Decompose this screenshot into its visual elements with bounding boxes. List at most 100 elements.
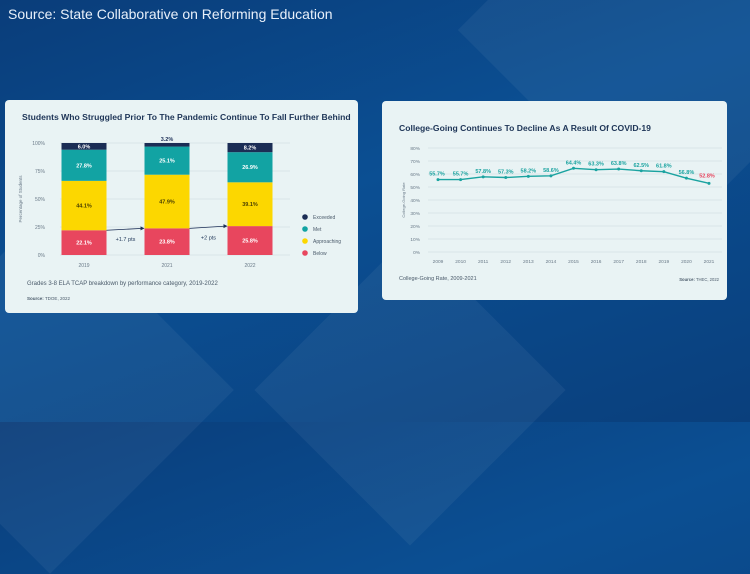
x-tick-label: 2012 xyxy=(500,259,511,265)
data-label: 63.3% xyxy=(588,162,604,168)
x-tick-label: 2017 xyxy=(613,259,624,265)
data-label: 56.8% xyxy=(679,170,695,176)
x-tick-label: 2011 xyxy=(478,259,489,265)
chart-caption: College-Going Rate, 2009-2021 xyxy=(399,276,477,282)
change-arrow xyxy=(106,227,143,231)
y-tick-label: 75% xyxy=(35,169,46,175)
x-tick-label: 2009 xyxy=(433,259,444,265)
chart-source: Source: TDOE, 2022 xyxy=(27,296,70,301)
bar-segment-met xyxy=(227,152,273,183)
data-point xyxy=(594,168,598,172)
x-tick-label: 2016 xyxy=(591,259,602,265)
legend-label: Met xyxy=(313,227,322,233)
chart-caption: Grades 3-8 ELA TCAP breakdown by perform… xyxy=(27,281,218,287)
y-tick-label: 50% xyxy=(35,197,46,203)
legend-label: Exceeded xyxy=(313,215,335,221)
change-arrow xyxy=(189,225,226,229)
x-tick-label: 2014 xyxy=(546,259,557,265)
bar-segment-exceeded xyxy=(61,143,107,150)
bar-chart-svg: 0% 25% 50% 75% 100% Percentage of Students 22.… xyxy=(18,137,341,269)
bar-segment-exceeded xyxy=(144,143,190,147)
bar-segment-approaching xyxy=(227,182,273,227)
data-label: 3.2% xyxy=(161,137,174,143)
chart-source: Source: THEC, 2022 xyxy=(679,277,719,282)
change-annotation: +2 pts xyxy=(201,235,216,241)
legend-marker-exceeded xyxy=(302,214,308,220)
data-point xyxy=(549,174,553,178)
data-label: 25.8% xyxy=(242,239,258,245)
y-axis-label: Percentage of Students xyxy=(18,175,23,223)
data-point xyxy=(662,170,666,174)
chart-title: Students Who Struggled Prior To The Pand… xyxy=(22,112,351,122)
y-tick-label: 80% xyxy=(410,146,420,152)
x-tick-label: 2018 xyxy=(636,259,647,265)
source-value: THEC, 2022 xyxy=(695,277,719,282)
line-chart-svg: 0% 10% 20% 30% 40% 50% 60% 70% 80% College-Going … xyxy=(401,146,722,265)
x-tick-label: 2021 xyxy=(161,263,172,269)
data-label: 61.8% xyxy=(656,164,672,170)
source-label: Source: xyxy=(679,277,695,282)
bar-segment-met xyxy=(61,149,107,181)
data-label: 44.1% xyxy=(76,204,92,210)
bar-segment-approaching xyxy=(144,174,190,229)
data-point xyxy=(481,175,485,179)
stacked-bar-chart-card: Students Who Struggled Prior To The Pand… xyxy=(5,100,358,313)
y-tick-label: 40% xyxy=(410,198,420,204)
data-label: 22.1% xyxy=(76,241,92,247)
data-label: 47.9% xyxy=(159,200,175,206)
data-point xyxy=(572,166,575,170)
data-label: 62.5% xyxy=(633,163,649,169)
y-tick-label: 25% xyxy=(35,225,46,231)
y-tick-label: 0% xyxy=(413,250,421,256)
legend-marker-met xyxy=(302,226,308,232)
bar-segment-below xyxy=(144,228,190,255)
data-label: 39.1% xyxy=(242,202,258,208)
change-annotation: +1.7 pts xyxy=(116,237,136,243)
x-tick-label: 2010 xyxy=(455,259,466,265)
data-label: 64.4% xyxy=(566,160,582,166)
x-tick-label: 2019 xyxy=(78,263,89,269)
bar-segment-below xyxy=(227,226,273,255)
x-tick-label: 2021 xyxy=(704,259,715,265)
data-label: 27.8% xyxy=(76,163,92,169)
data-label: 8.2% xyxy=(244,146,257,152)
data-point xyxy=(526,174,530,178)
data-label: 6.0% xyxy=(78,144,91,150)
y-tick-label: 30% xyxy=(410,211,420,217)
data-label: 57.8% xyxy=(475,169,491,175)
data-label: 23.8% xyxy=(159,240,175,246)
legend-marker-approaching xyxy=(302,238,308,244)
x-tick-label: 2013 xyxy=(523,259,534,265)
chart-title: College-Going Continues To Decline As A … xyxy=(399,123,651,133)
y-tick-label: 10% xyxy=(410,237,420,243)
x-tick-label: 2022 xyxy=(244,263,255,269)
arrow-head-icon xyxy=(140,226,145,231)
x-tick-label: 2019 xyxy=(658,259,669,265)
data-point xyxy=(459,178,463,182)
source-value: TDOE, 2022 xyxy=(44,296,70,301)
bar-segment-approaching xyxy=(61,180,107,231)
data-point xyxy=(639,169,643,173)
y-tick-label: 50% xyxy=(410,185,420,191)
data-label: 52.8% xyxy=(699,173,715,179)
data-label: 58.2% xyxy=(521,168,537,174)
data-label: 55.7% xyxy=(453,172,469,178)
x-tick-label: 2020 xyxy=(681,259,692,265)
data-label: 58.6% xyxy=(543,168,559,174)
data-point xyxy=(504,176,508,180)
data-point xyxy=(684,176,688,180)
data-label: 57.3% xyxy=(498,170,514,176)
bar-segment-below xyxy=(61,230,107,255)
y-tick-label: 0% xyxy=(38,253,46,259)
data-point xyxy=(436,178,440,182)
y-axis-label: College-Going Rate xyxy=(401,182,406,218)
line-chart-card: College-Going Continues To Decline As A … xyxy=(382,101,727,300)
y-tick-label: 100% xyxy=(32,141,45,147)
bar-segment-exceeded xyxy=(227,143,273,153)
y-tick-label: 70% xyxy=(410,159,420,165)
y-tick-label: 20% xyxy=(410,224,420,230)
bar-segment-met xyxy=(144,146,190,175)
source-label: Source: xyxy=(27,296,44,301)
data-label: 55.7% xyxy=(429,172,445,178)
data-point xyxy=(707,181,711,185)
